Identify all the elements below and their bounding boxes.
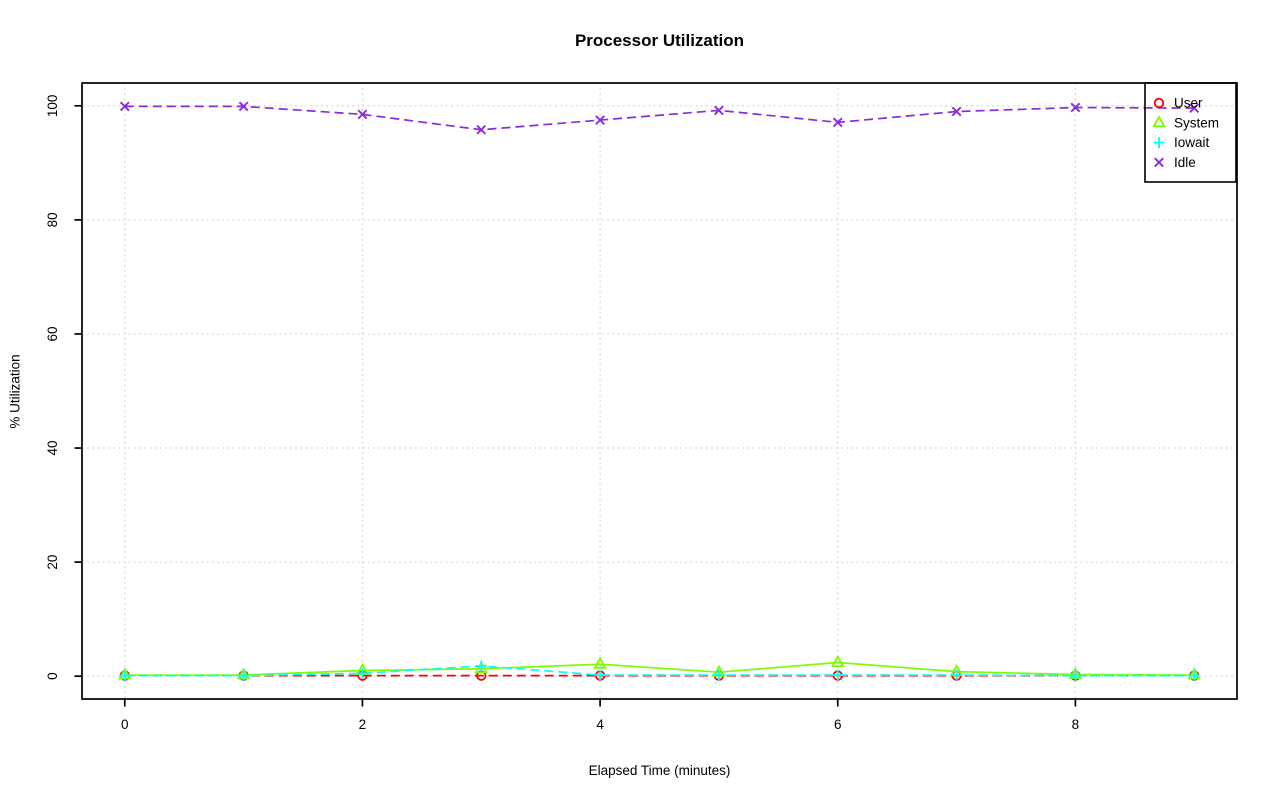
y-tick-label: 40 — [45, 441, 60, 456]
plus-marker-icon — [119, 670, 131, 682]
x-marker-icon — [1070, 102, 1081, 113]
y-tick-label: 60 — [45, 326, 60, 341]
plus-marker-icon — [832, 669, 844, 681]
y-axis-label-wrap: % Utilization — [0, 83, 30, 699]
series-system-line — [124, 661, 1195, 676]
y-tick-label: 0 — [45, 672, 60, 680]
x-tick-label: 4 — [596, 717, 604, 732]
plus-marker-icon — [951, 669, 962, 681]
x-marker-icon — [951, 106, 962, 117]
x-tick-label: 6 — [834, 717, 842, 732]
series-iowait-line — [124, 665, 1195, 677]
plus-marker-icon — [713, 669, 725, 681]
legend-label-user: User — [1174, 96, 1203, 111]
plus-marker-icon — [1070, 670, 1081, 682]
x-tick-label: 2 — [359, 717, 367, 732]
legend-label-iowait: Iowait — [1174, 135, 1210, 150]
x-tick-label: 0 — [121, 717, 129, 732]
x-marker-icon — [1189, 103, 1200, 113]
x-marker-icon — [357, 109, 368, 120]
plus-marker-icon — [1188, 670, 1200, 682]
triangle-marker-icon — [593, 656, 607, 669]
plus-marker-icon — [1153, 137, 1165, 148]
circle-marker-icon — [1153, 97, 1165, 109]
x-marker-icon — [1154, 157, 1164, 168]
plot-border — [81, 82, 1238, 700]
y-axis-label: % Utilization — [7, 353, 23, 429]
x-marker-icon — [595, 115, 605, 125]
triangle-marker-icon — [474, 661, 488, 674]
x-axis-label: Elapsed Time (minutes) — [588, 763, 731, 778]
legend-box — [1144, 82, 1237, 183]
y-tick-label: 80 — [45, 212, 60, 227]
x-marker-icon — [119, 101, 130, 112]
legend-label-system: System — [1174, 115, 1219, 130]
x-marker-icon — [714, 105, 724, 116]
x-marker-icon — [238, 101, 249, 112]
x-marker-icon — [476, 124, 487, 135]
y-tick-label: 100 — [45, 95, 60, 118]
y-tick-label: 20 — [45, 555, 60, 570]
chart-title: Processor Utilization — [574, 31, 745, 50]
triangle-marker-icon — [831, 654, 845, 667]
triangle-marker-icon — [1152, 115, 1166, 128]
plus-marker-icon — [357, 667, 368, 679]
series-idle-line — [124, 105, 1195, 131]
x-marker-icon — [832, 117, 843, 128]
legend-label-idle: Idle — [1174, 155, 1196, 170]
plus-marker-icon — [475, 660, 487, 672]
x-tick-label: 8 — [1072, 717, 1080, 732]
plus-marker-icon — [238, 670, 250, 682]
plus-marker-icon — [594, 669, 606, 681]
